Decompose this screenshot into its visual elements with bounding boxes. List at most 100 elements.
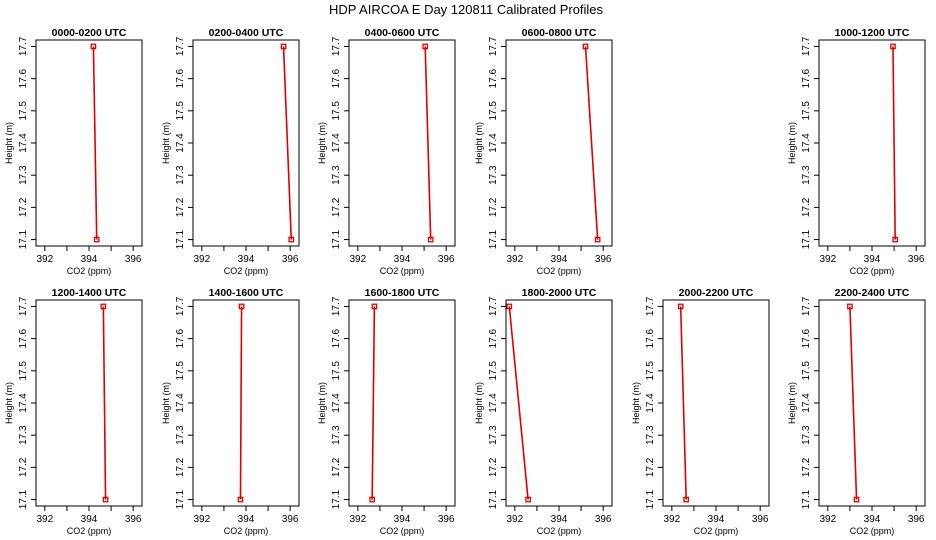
x-tick-label: 392 bbox=[819, 514, 836, 525]
y-tick-label: 17.1 bbox=[645, 489, 656, 509]
x-axis-label: CO2 (ppm) bbox=[224, 526, 269, 536]
y-tick-label: 17.3 bbox=[175, 165, 186, 185]
plot-frame bbox=[505, 299, 613, 507]
x-tick-label: 396 bbox=[595, 514, 612, 525]
x-axis-label: CO2 (ppm) bbox=[67, 266, 112, 276]
x-axis-label: CO2 (ppm) bbox=[850, 266, 895, 276]
y-tick-label: 17.4 bbox=[331, 393, 342, 413]
y-tick-label: 17.7 bbox=[331, 36, 342, 56]
y-tick-label: 17.5 bbox=[175, 361, 186, 381]
x-axis-label: CO2 (ppm) bbox=[850, 526, 895, 536]
data-point bbox=[890, 43, 896, 50]
y-tick-label: 17.1 bbox=[18, 489, 29, 509]
y-tick-label: 17.2 bbox=[175, 197, 186, 217]
x-axis-label: CO2 (ppm) bbox=[67, 526, 112, 536]
y-tick-label: 17.7 bbox=[488, 36, 499, 56]
profile-line bbox=[584, 46, 599, 240]
data-point bbox=[683, 496, 690, 503]
profile-panel: 0600-0800 UTC 392 394 396 17.1 17.2 17.3 17.4 17… bbox=[474, 27, 613, 276]
x-tick-label: 394 bbox=[81, 514, 98, 525]
y-tick-label: 17.3 bbox=[18, 425, 29, 445]
x-tick-label: 396 bbox=[125, 254, 142, 265]
x-tick-label: 396 bbox=[908, 514, 925, 525]
panel-title: 2200-2400 UTC bbox=[835, 287, 910, 299]
panel-title: 0400-0600 UTC bbox=[365, 27, 440, 39]
panel-title: 1400-1600 UTC bbox=[209, 287, 284, 299]
panel-title: 1000-1200 UTC bbox=[835, 27, 910, 39]
y-tick-label: 17.1 bbox=[18, 229, 29, 249]
y-tick-label: 17.7 bbox=[18, 296, 29, 316]
y-tick-label: 17.5 bbox=[18, 361, 29, 381]
plot-frame bbox=[818, 299, 926, 507]
y-tick-label: 17.7 bbox=[801, 36, 812, 56]
y-tick-label: 17.3 bbox=[645, 425, 656, 445]
data-point bbox=[280, 43, 287, 50]
y-tick-label: 17.3 bbox=[331, 165, 342, 185]
profile-panel: 2000-2200 UTC 392 394 396 17.1 17.2 17.3 17.4 17… bbox=[631, 287, 770, 536]
x-tick-label: 394 bbox=[238, 254, 255, 265]
data-point bbox=[525, 496, 531, 503]
y-tick-label: 17.7 bbox=[175, 36, 186, 56]
x-tick-label: 396 bbox=[752, 514, 769, 525]
x-tick-label: 392 bbox=[819, 254, 836, 265]
data-point bbox=[371, 303, 378, 310]
x-tick-label: 394 bbox=[551, 514, 568, 525]
plot-frame bbox=[818, 39, 926, 247]
panel-title: 0000-0200 UTC bbox=[52, 27, 127, 39]
plot-frame bbox=[35, 299, 143, 507]
y-tick-label: 17.4 bbox=[488, 393, 499, 413]
panel-title: 1200-1400 UTC bbox=[52, 287, 127, 299]
y-tick-label: 17.4 bbox=[645, 393, 656, 413]
x-tick-label: 396 bbox=[438, 514, 455, 525]
y-tick-label: 17.3 bbox=[175, 425, 186, 445]
data-point bbox=[506, 303, 513, 310]
y-tick-label: 17.1 bbox=[331, 229, 342, 249]
y-tick-label: 17.4 bbox=[175, 393, 186, 413]
profile-panel: 1400-1600 UTC 392 394 396 17.1 17.2 17.3 17.4 17… bbox=[161, 287, 300, 536]
panel-title: 2000-2200 UTC bbox=[679, 287, 754, 299]
x-axis-label: CO2 (ppm) bbox=[694, 526, 739, 536]
data-point bbox=[100, 303, 107, 310]
y-tick-label: 17.4 bbox=[488, 133, 499, 153]
y-tick-label: 17.6 bbox=[331, 68, 342, 88]
x-tick-label: 396 bbox=[438, 254, 455, 265]
y-tick-label: 17.4 bbox=[18, 393, 29, 413]
x-tick-label: 394 bbox=[864, 514, 881, 525]
y-tick-label: 17.6 bbox=[488, 68, 499, 88]
panel-title: 1800-2000 UTC bbox=[522, 287, 597, 299]
y-tick-label: 17.6 bbox=[175, 328, 186, 348]
plot-frame bbox=[35, 39, 143, 247]
y-tick-label: 17.2 bbox=[18, 457, 29, 477]
y-tick-label: 17.5 bbox=[331, 101, 342, 121]
plot-frame bbox=[192, 39, 300, 247]
y-tick-label: 17.2 bbox=[488, 197, 499, 217]
x-axis-label: CO2 (ppm) bbox=[380, 266, 425, 276]
y-tick-label: 17.7 bbox=[801, 296, 812, 316]
panels: 0000-0200 UTC 392 394 396 17.1 17.2 17.3 17.4 17… bbox=[4, 27, 926, 536]
y-axis-label: Height (m) bbox=[161, 122, 171, 164]
y-tick-label: 17.6 bbox=[18, 328, 29, 348]
plot-frame bbox=[348, 299, 456, 507]
x-tick-label: 392 bbox=[663, 514, 680, 525]
y-tick-label: 17.7 bbox=[331, 296, 342, 316]
y-tick-label: 17.1 bbox=[331, 489, 342, 509]
profile-panel: 1600-1800 UTC 392 394 396 17.1 17.2 17.3 17.4 17… bbox=[317, 287, 456, 536]
y-tick-label: 17.1 bbox=[488, 229, 499, 249]
plot-frame bbox=[192, 299, 300, 507]
y-tick-label: 17.1 bbox=[175, 489, 186, 509]
figure-title: HDP AIRCOA E Day 120811 Calibrated Profi… bbox=[329, 2, 604, 17]
y-tick-label: 17.6 bbox=[488, 328, 499, 348]
y-tick-label: 17.3 bbox=[801, 165, 812, 185]
y-tick-label: 17.6 bbox=[801, 68, 812, 88]
data-point bbox=[892, 236, 899, 243]
y-tick-label: 17.1 bbox=[801, 489, 812, 509]
y-tick-label: 17.6 bbox=[331, 328, 342, 348]
y-tick-label: 17.1 bbox=[488, 489, 499, 509]
data-point bbox=[582, 43, 589, 50]
profile-panel: 1000-1200 UTC 392 394 396 17.1 17.2 17.3 17.4 17… bbox=[787, 27, 926, 276]
y-axis-label: Height (m) bbox=[317, 122, 327, 164]
data-point bbox=[90, 43, 97, 50]
y-tick-label: 17.3 bbox=[18, 165, 29, 185]
panel-title: 1600-1800 UTC bbox=[365, 287, 440, 299]
